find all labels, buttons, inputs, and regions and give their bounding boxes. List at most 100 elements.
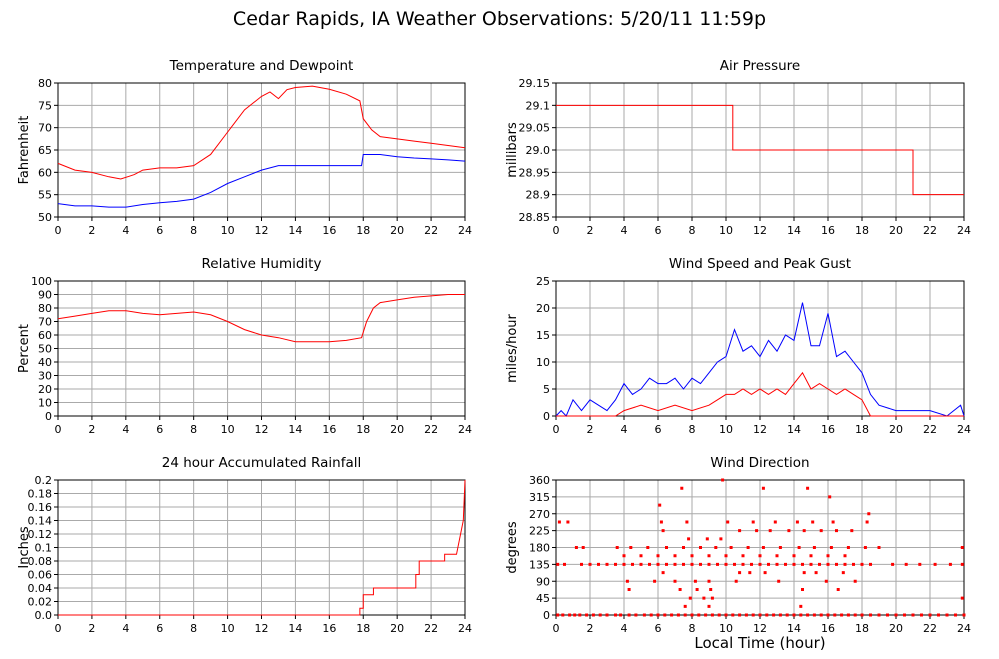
x-tick-label: 10 (719, 224, 733, 237)
x-tick-label: 20 (889, 423, 903, 436)
scatter-point (775, 562, 779, 566)
series-line (58, 479, 466, 616)
y-tick-label: 225 (529, 525, 550, 538)
scatter-point (863, 546, 867, 549)
scatter-point (806, 486, 810, 490)
scatter-point (714, 546, 718, 549)
x-tick-label: 14 (288, 622, 302, 635)
x-tick-label: 12 (753, 224, 767, 237)
scatter-point (954, 613, 957, 617)
scatter-point (653, 579, 657, 583)
scatter-point (920, 613, 923, 617)
scatter-point (673, 562, 677, 566)
chart-rainfall: 0 2 4 6 8 10 12 14 16 18 20 22 240.00.020.040.060.08… (17, 455, 472, 635)
scatter-point (751, 520, 755, 524)
x-tick-label: 12 (255, 423, 269, 436)
scatter-point (933, 562, 937, 566)
scatter-point (682, 562, 685, 566)
scatter-point (697, 613, 701, 617)
scatter-point (828, 495, 832, 499)
scatter-point (578, 613, 582, 617)
y-tick-label: 10 (536, 356, 550, 369)
scatter-point (785, 613, 789, 617)
y-tick-label: 270 (529, 508, 550, 521)
scatter-point (853, 613, 857, 617)
series-line (57, 153, 466, 208)
scatter-point (658, 503, 662, 507)
scatter-point (707, 554, 711, 558)
x-tick-label: 12 (753, 622, 767, 635)
scatter-point (809, 554, 813, 558)
series-line (555, 302, 965, 417)
scatter-point (622, 562, 626, 566)
scatter-point (656, 562, 660, 566)
scatter-point (556, 613, 560, 617)
scatter-point (695, 588, 699, 591)
scatter-point (568, 613, 572, 617)
scatter-point (758, 613, 762, 617)
scatter-point (733, 562, 736, 566)
y-tick-label: 70 (38, 122, 52, 135)
x-tick-label: 24 (458, 224, 472, 237)
scatter-point (605, 613, 609, 617)
y-tick-label: 0.16 (28, 501, 53, 514)
scatter-point (836, 588, 840, 591)
y-tick-label: 0.18 (28, 488, 53, 501)
scatter-point (627, 613, 631, 617)
scatter-point (928, 613, 932, 617)
scatter-point (566, 520, 570, 524)
x-tick-label: 6 (156, 423, 163, 436)
scatter-point (631, 562, 634, 566)
x-tick-label: 18 (356, 423, 370, 436)
scatter-point (670, 613, 674, 617)
y-axis-label: Inches (17, 526, 32, 568)
scatter-point (585, 613, 589, 617)
scatter-point (719, 537, 723, 541)
scatter-point (673, 579, 677, 583)
scatter-point (777, 579, 781, 583)
scatter-point (699, 562, 702, 566)
y-tick-label: 20 (536, 302, 550, 315)
scatter-point (802, 571, 806, 575)
scatter-point (750, 562, 753, 566)
chart-title: 24 hour Accumulated Rainfall (162, 455, 361, 471)
scatter-point (792, 562, 796, 566)
scatter-point (639, 554, 643, 558)
scatter-point (659, 520, 663, 524)
x-tick-label: 6 (156, 622, 163, 635)
scatter-point (685, 520, 689, 524)
x-tick-label: 22 (923, 224, 937, 237)
scatter-point (724, 613, 728, 617)
scatter-point (829, 546, 833, 549)
x-tick-label: 2 (88, 622, 95, 635)
scatter-point (646, 546, 650, 549)
scatter-point (850, 529, 854, 533)
scatter-point (795, 520, 799, 524)
page-title: Cedar Rapids, IA Weather Observations: 5… (232, 8, 767, 30)
y-tick-label: 28.95 (519, 166, 551, 179)
y-tick-label: 0.14 (28, 515, 53, 528)
x-tick-label: 16 (322, 622, 336, 635)
scatter-point (710, 613, 714, 617)
scatter-point (761, 486, 765, 490)
scatter-point (937, 613, 940, 617)
scatter-point (687, 537, 691, 541)
scatter-point (869, 562, 872, 566)
scatter-point (778, 546, 782, 549)
scatter-point (682, 546, 685, 549)
scatter-point (960, 546, 964, 549)
scatter-point (797, 546, 801, 549)
y-tick-label: 0.0 (35, 609, 53, 622)
y-tick-label: 0 (45, 410, 52, 423)
scatter-point (911, 613, 915, 617)
scatter-point (835, 529, 838, 533)
series-line (556, 104, 964, 196)
scatter-point (945, 613, 949, 617)
x-tick-label: 16 (821, 622, 835, 635)
scatter-point (904, 562, 908, 566)
scatter-point (824, 579, 828, 583)
scatter-point (869, 613, 872, 617)
y-tick-label: 29.15 (519, 77, 551, 90)
scatter-point (860, 613, 864, 617)
scatter-point (665, 546, 668, 549)
